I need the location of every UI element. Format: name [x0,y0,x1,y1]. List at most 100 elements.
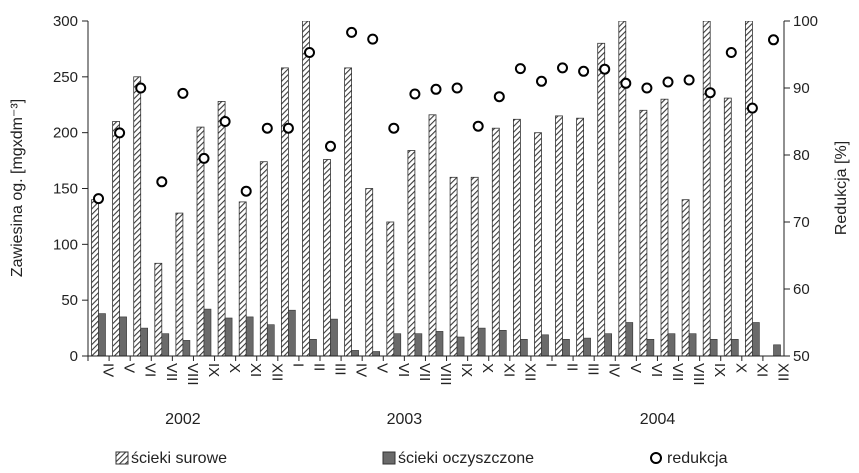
month-label: I [543,363,560,367]
bar-treated-sewage [583,337,591,357]
bar-treated-sewage [541,334,549,357]
month-label: II [564,363,581,371]
bar-raw-sewage [513,118,521,356]
month-label: VI [142,363,159,377]
month-label: XII [775,363,792,381]
reduction-point [325,140,336,152]
bar-raw-sewage [681,199,690,356]
bar-raw-sewage [723,97,732,356]
legend-marker-reduction [650,452,662,464]
reduction-point [725,47,737,58]
month-label: IX [711,363,728,377]
bar-treated-sewage [688,333,697,357]
reduction-point [177,87,189,99]
bar-treated-sewage [414,333,423,357]
reduction-markers [93,26,779,205]
y-axis-title: Zawiesina og. [mgxdm⁻³] [9,99,26,277]
y2-axis-title: Redukcja [%] [833,141,850,235]
reduction-point [620,77,632,89]
month-label: X [226,363,243,373]
bar-raw-sewage [470,176,479,356]
right-y-ticks: 50 60 70 80 90 100 [784,13,818,365]
bar-treated-sewage [309,338,317,357]
reduction-point [198,152,210,164]
bar-raw-sewage [534,132,542,356]
reduction-point [704,87,716,99]
reduction-point [451,82,463,94]
bar-treated-sewage [288,309,296,357]
bar-raw-sewage [238,201,247,356]
month-label: III [585,363,602,376]
month-label: VII [163,363,180,381]
bar-raw-sewage [91,199,99,356]
bar-raw-sewage [365,188,374,356]
bar-raw-sewage [112,121,120,356]
treated-sewage-bars [98,308,781,357]
reduction-point [746,102,758,114]
bar-treated-sewage [773,344,781,357]
bar-raw-sewage [259,161,268,356]
month-label: XI [247,363,264,377]
left-tick-label: 300 [53,13,78,30]
bar-treated-sewage [498,329,507,357]
bar-treated-sewage [562,338,570,357]
raw-sewage-bars [91,21,753,356]
bar-treated-sewage [393,333,402,357]
reduction-point [641,82,653,94]
reduction-point [156,176,168,188]
reduction-point [114,127,126,139]
bar-treated-sewage [709,338,718,357]
bar-treated-sewage [266,324,275,357]
right-tick-label: 100 [793,13,818,30]
bar-treated-sewage [372,351,381,357]
reduction-point [599,63,611,75]
reduction-point [261,122,273,134]
bar-treated-sewage [667,333,676,357]
month-label: X [732,363,749,373]
bar-treated-sewage [730,338,739,357]
reduction-point [536,75,547,87]
bar-treated-sewage [203,308,212,357]
bar-raw-sewage [491,127,500,356]
bar-raw-sewage [407,150,416,356]
month-label: XII [521,363,538,381]
bar-raw-sewage [154,262,163,356]
month-label: VIII [437,363,454,386]
reduction-point [557,62,568,74]
bar-raw-sewage [175,212,184,356]
month-label: VIII [184,363,201,386]
left-tick-label: 250 [53,69,78,86]
bar-raw-sewage [597,42,606,356]
bar-treated-sewage [456,336,465,357]
right-tick-label: 60 [793,281,810,298]
legend-label-treated: ścieki oczyszczone [398,450,534,467]
month-label: VII [416,363,433,381]
month-label: VI [395,363,412,377]
bar-raw-sewage [344,67,353,356]
bar-treated-sewage [224,317,233,357]
right-tick-label: 70 [793,214,810,231]
right-tick-label: 80 [793,147,810,164]
bar-raw-sewage [576,117,584,356]
legend-label-reduction: redukcja [667,450,728,467]
bar-raw-sewage [133,76,142,356]
month-label: VII [669,363,686,381]
bar-treated-sewage [182,340,191,357]
year-label: 2002 [165,411,201,428]
left-tick-label: 150 [53,181,78,198]
reduction-point [282,122,294,134]
reduction-point [430,83,442,95]
bar-raw-sewage [555,115,563,356]
reduction-point [219,116,231,127]
month-label: XI [753,363,770,377]
reduction-point [662,76,674,88]
month-label: V [374,363,391,373]
month-label: VI [648,363,665,377]
reduction-point [514,63,526,75]
reduction-point [304,47,315,58]
bar-raw-sewage [702,21,711,356]
bar-raw-sewage [428,114,437,356]
month-label: V [627,363,644,373]
year-label: 2003 [387,411,423,428]
